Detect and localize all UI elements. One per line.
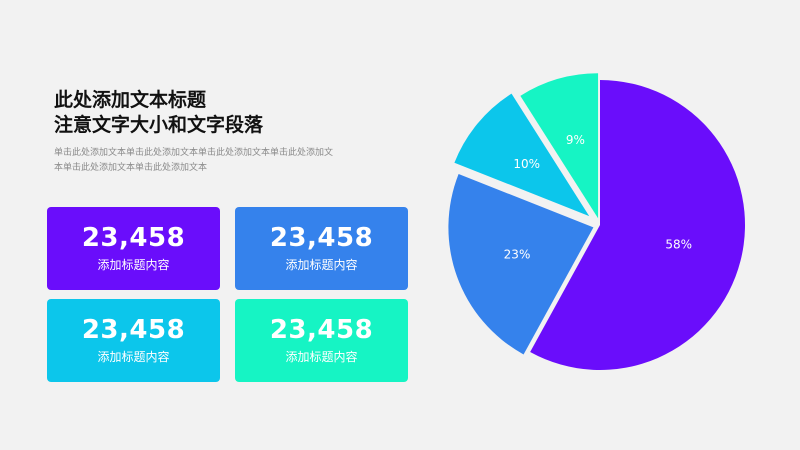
description-line-1: 单击此处添加文本单击此处添加文本单击此处添加文本单击此处添加文 (54, 148, 334, 158)
pie-slice-label-3: 10% (513, 157, 540, 171)
title-line-1: 此处添加文本标题 (54, 89, 207, 111)
stat-card-value: 23,458 (269, 315, 374, 345)
pie-slice-label-4: 9% (566, 133, 585, 147)
pie-slice-2 (448, 173, 594, 355)
stat-card-3: 23,458 添加标题内容 (47, 299, 220, 382)
title-line-2: 注意文字大小和文字段落 (54, 114, 264, 136)
pie-slice-3 (454, 93, 590, 217)
stat-card-label: 添加标题内容 (97, 258, 170, 272)
pie-chart: 58% 23% 10% 9% (448, 73, 746, 370)
pie-slice-label-1: 58% (665, 238, 692, 252)
description-line-2: 本单击此处添加文本单击此处添加文本 (54, 163, 208, 173)
stat-card-label: 添加标题内容 (285, 258, 358, 272)
stat-card-4: 23,458 添加标题内容 (235, 299, 408, 382)
stat-card-1: 23,458 添加标题内容 (47, 207, 220, 290)
stat-card-label: 添加标题内容 (97, 350, 170, 364)
pie-slice-1 (530, 80, 746, 370)
pie-slice-label-2: 23% (504, 247, 531, 261)
stat-card-value: 23,458 (81, 315, 186, 345)
description-paragraph: 单击此处添加文本单击此处添加文本单击此处添加文本单击此处添加文 本单击此处添加文… (54, 146, 374, 176)
stat-card-label: 添加标题内容 (285, 350, 358, 364)
stat-card-2: 23,458 添加标题内容 (235, 207, 408, 290)
stat-card-value: 23,458 (269, 223, 374, 253)
page-title: 此处添加文本标题 注意文字大小和文字段落 (54, 88, 263, 138)
stat-card-value: 23,458 (81, 223, 186, 253)
pie-slice-4 (520, 73, 599, 219)
